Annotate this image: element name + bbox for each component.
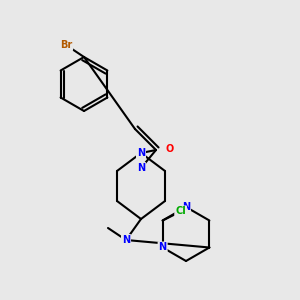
Text: N: N bbox=[182, 202, 190, 212]
Text: Br: Br bbox=[60, 40, 72, 50]
Text: N: N bbox=[122, 235, 130, 245]
Text: O: O bbox=[165, 143, 174, 154]
Text: N: N bbox=[137, 148, 145, 158]
Text: N: N bbox=[159, 242, 167, 253]
Text: N: N bbox=[137, 163, 145, 173]
Text: Cl: Cl bbox=[175, 206, 186, 217]
